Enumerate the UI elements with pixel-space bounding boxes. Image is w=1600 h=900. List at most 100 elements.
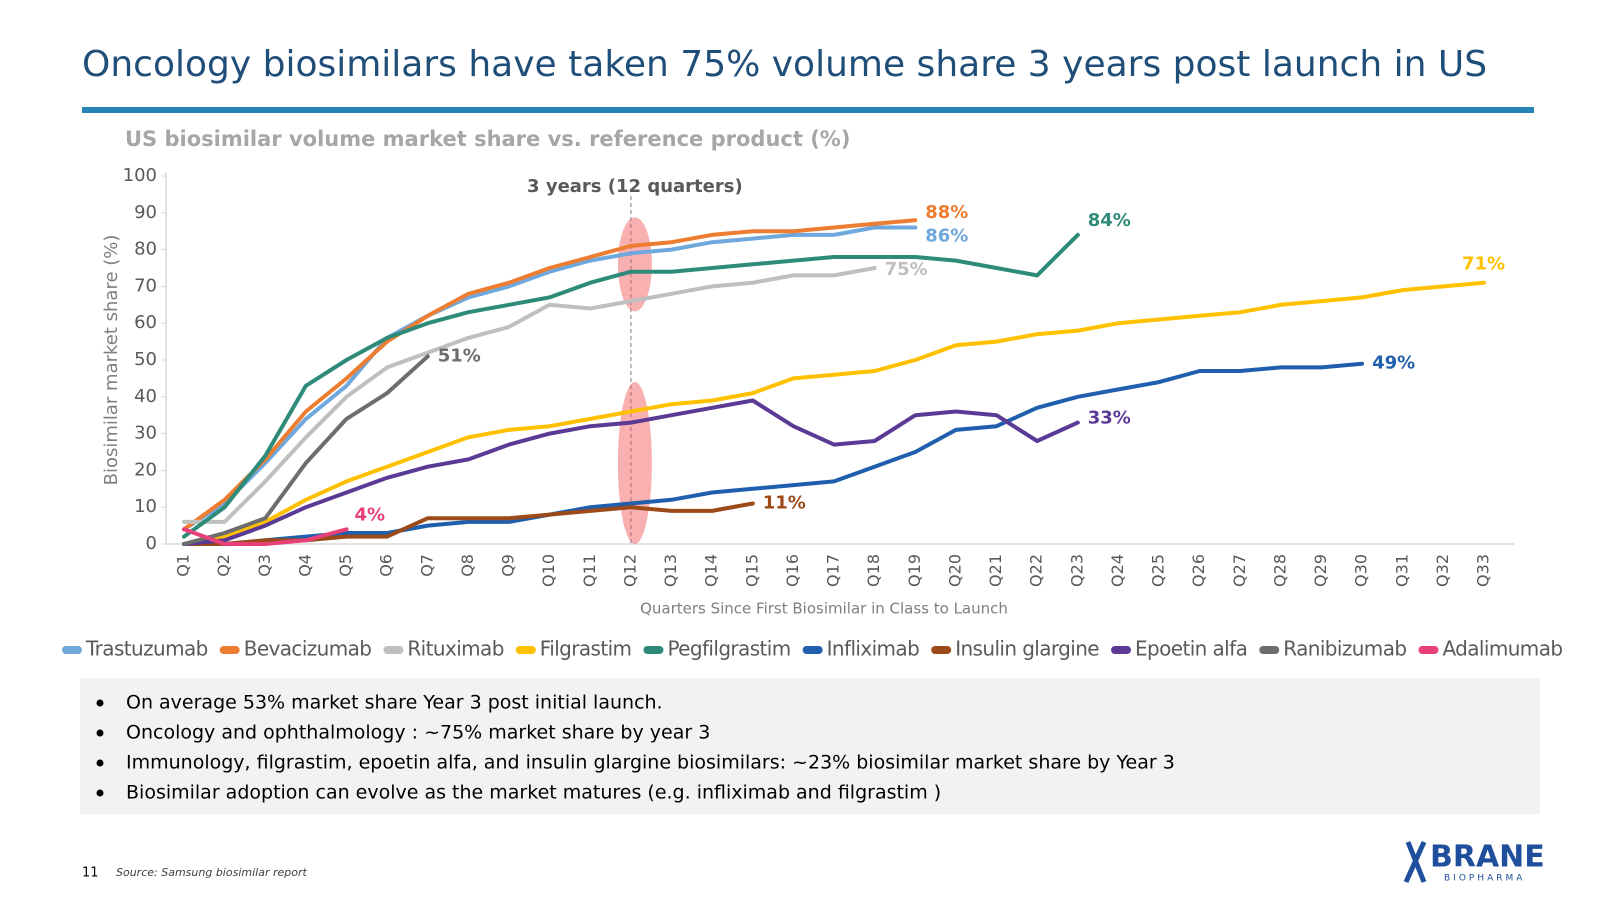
logo-name: BRANE [1430, 840, 1545, 875]
legend-swatch [1259, 646, 1280, 654]
legend-swatch [802, 646, 823, 654]
x-tick-label: Q2 [214, 554, 233, 577]
x-tick-label: Q9 [499, 554, 518, 577]
slide-title: Oncology biosimilars have taken 75% volu… [82, 44, 1487, 85]
x-tick-label: Q27 [1230, 554, 1249, 587]
legend-swatch [1418, 646, 1439, 654]
x-tick-label: Q17 [824, 554, 843, 587]
y-tick-label: 0 [146, 533, 157, 554]
x-tick-label: Q23 [1067, 554, 1086, 587]
y-tick-label: 40 [134, 386, 157, 407]
bullet-dot [96, 759, 104, 767]
legend-swatch [383, 646, 404, 654]
series-line [182, 232, 1080, 539]
data-label: 11% [763, 493, 806, 514]
x-tick-label: Q26 [1189, 554, 1208, 587]
legend-label: Infliximab [827, 637, 920, 661]
x-tick-label: Q4 [295, 554, 314, 577]
series-line [182, 266, 877, 524]
x-tick-label: Q15 [742, 554, 761, 587]
series-line [182, 527, 349, 546]
bullet-dot [96, 729, 104, 737]
x-tick-label: Q7 [417, 554, 436, 577]
x-tick-label: Q12 [620, 554, 639, 587]
data-label: 4% [355, 504, 386, 525]
legend-label: Ranibizumab [1283, 637, 1406, 661]
x-tick-label: Q28 [1270, 554, 1289, 587]
legend-swatch [643, 646, 664, 654]
legend-swatch [1111, 646, 1132, 654]
x-tick-label: Q31 [1392, 554, 1411, 587]
x-tick-label: Q19 [905, 554, 924, 587]
x-tick-label: Q13 [661, 554, 680, 587]
chart-title: US biosimilar volume market share vs. re… [125, 127, 850, 151]
x-tick-label: Q1 [174, 554, 193, 577]
legend-label: Insulin glargine [955, 637, 1099, 661]
data-label: 33% [1088, 408, 1131, 429]
x-tick-label: Q22 [1027, 554, 1046, 587]
x-tick-label: Q16 [783, 554, 802, 587]
legend-swatch [931, 646, 952, 654]
x-tick-label: Q3 [255, 554, 274, 577]
x-tick-label: Q10 [539, 554, 558, 587]
source-note: Source: Samsung biosimilar report [116, 866, 307, 879]
legend-swatch [219, 646, 240, 654]
y-tick-label: 80 [134, 239, 157, 260]
x-tick-label: Q20 [945, 554, 964, 587]
title-rule [82, 107, 1534, 113]
bullet-text: On average 53% market share Year 3 post … [126, 692, 663, 714]
x-tick-label: Q25 [1149, 554, 1168, 587]
x-tick-label: Q11 [580, 554, 599, 587]
data-label: 86% [925, 226, 968, 247]
legend-label: Bevacizumab [244, 637, 372, 661]
data-label: 51% [438, 345, 481, 366]
series-line [182, 361, 1365, 546]
bullet-text: Biosimilar adoption can evolve as the ma… [126, 782, 941, 804]
x-tick-label: Q8 [458, 554, 477, 577]
series-line [182, 501, 755, 546]
data-label: 84% [1088, 210, 1131, 231]
x-tick-label: Q14 [702, 554, 721, 587]
y-tick-label: 20 [134, 459, 157, 480]
y-tick-label: 60 [134, 312, 157, 333]
bullet-dot [96, 699, 104, 707]
legend-swatch [515, 646, 536, 654]
legend-label: Epoetin alfa [1135, 637, 1247, 661]
y-axis-label: Biosimilar market share (%) [101, 235, 122, 486]
x-tick-label: Q21 [986, 554, 1005, 587]
data-label: 71% [1462, 254, 1505, 275]
data-label: 75% [885, 259, 928, 280]
x-tick-label: Q24 [1108, 554, 1127, 587]
logo-subtitle: BIOPHARMA [1444, 874, 1525, 884]
highlight [617, 382, 652, 545]
highlight [617, 217, 652, 312]
x-tick-label: Q32 [1433, 554, 1452, 587]
bullet-box [80, 678, 1540, 814]
logo-mark [1403, 840, 1427, 884]
y-tick-label: 70 [134, 275, 157, 296]
series-line [182, 225, 918, 532]
annotation: 3 years (12 quarters) [527, 176, 743, 197]
data-label: 49% [1372, 353, 1415, 374]
series-line [182, 398, 1080, 546]
x-tick-label: Q6 [377, 554, 396, 577]
y-tick-label: 30 [134, 423, 157, 444]
x-tick-label: Q18 [864, 554, 883, 587]
series-line [182, 280, 1486, 546]
y-tick-label: 90 [134, 202, 157, 223]
x-tick-label: Q5 [336, 554, 355, 577]
bullet-dot [96, 789, 104, 797]
y-tick-label: 10 [134, 496, 157, 517]
legend-label: Trastuzumab [85, 637, 208, 661]
page-number: 11 [82, 866, 99, 881]
x-tick-label: Q33 [1474, 554, 1493, 587]
bullet-text: Immunology, filgrastim, epoetin alfa, an… [126, 752, 1175, 774]
legend-label: Rituximab [407, 637, 503, 661]
legend-label: Filgrastim [540, 637, 632, 661]
series-line [182, 218, 918, 532]
x-tick-label: Q30 [1352, 554, 1371, 587]
legend-label: Pegfilgrastim [667, 637, 790, 661]
y-tick-label: 50 [134, 349, 157, 370]
